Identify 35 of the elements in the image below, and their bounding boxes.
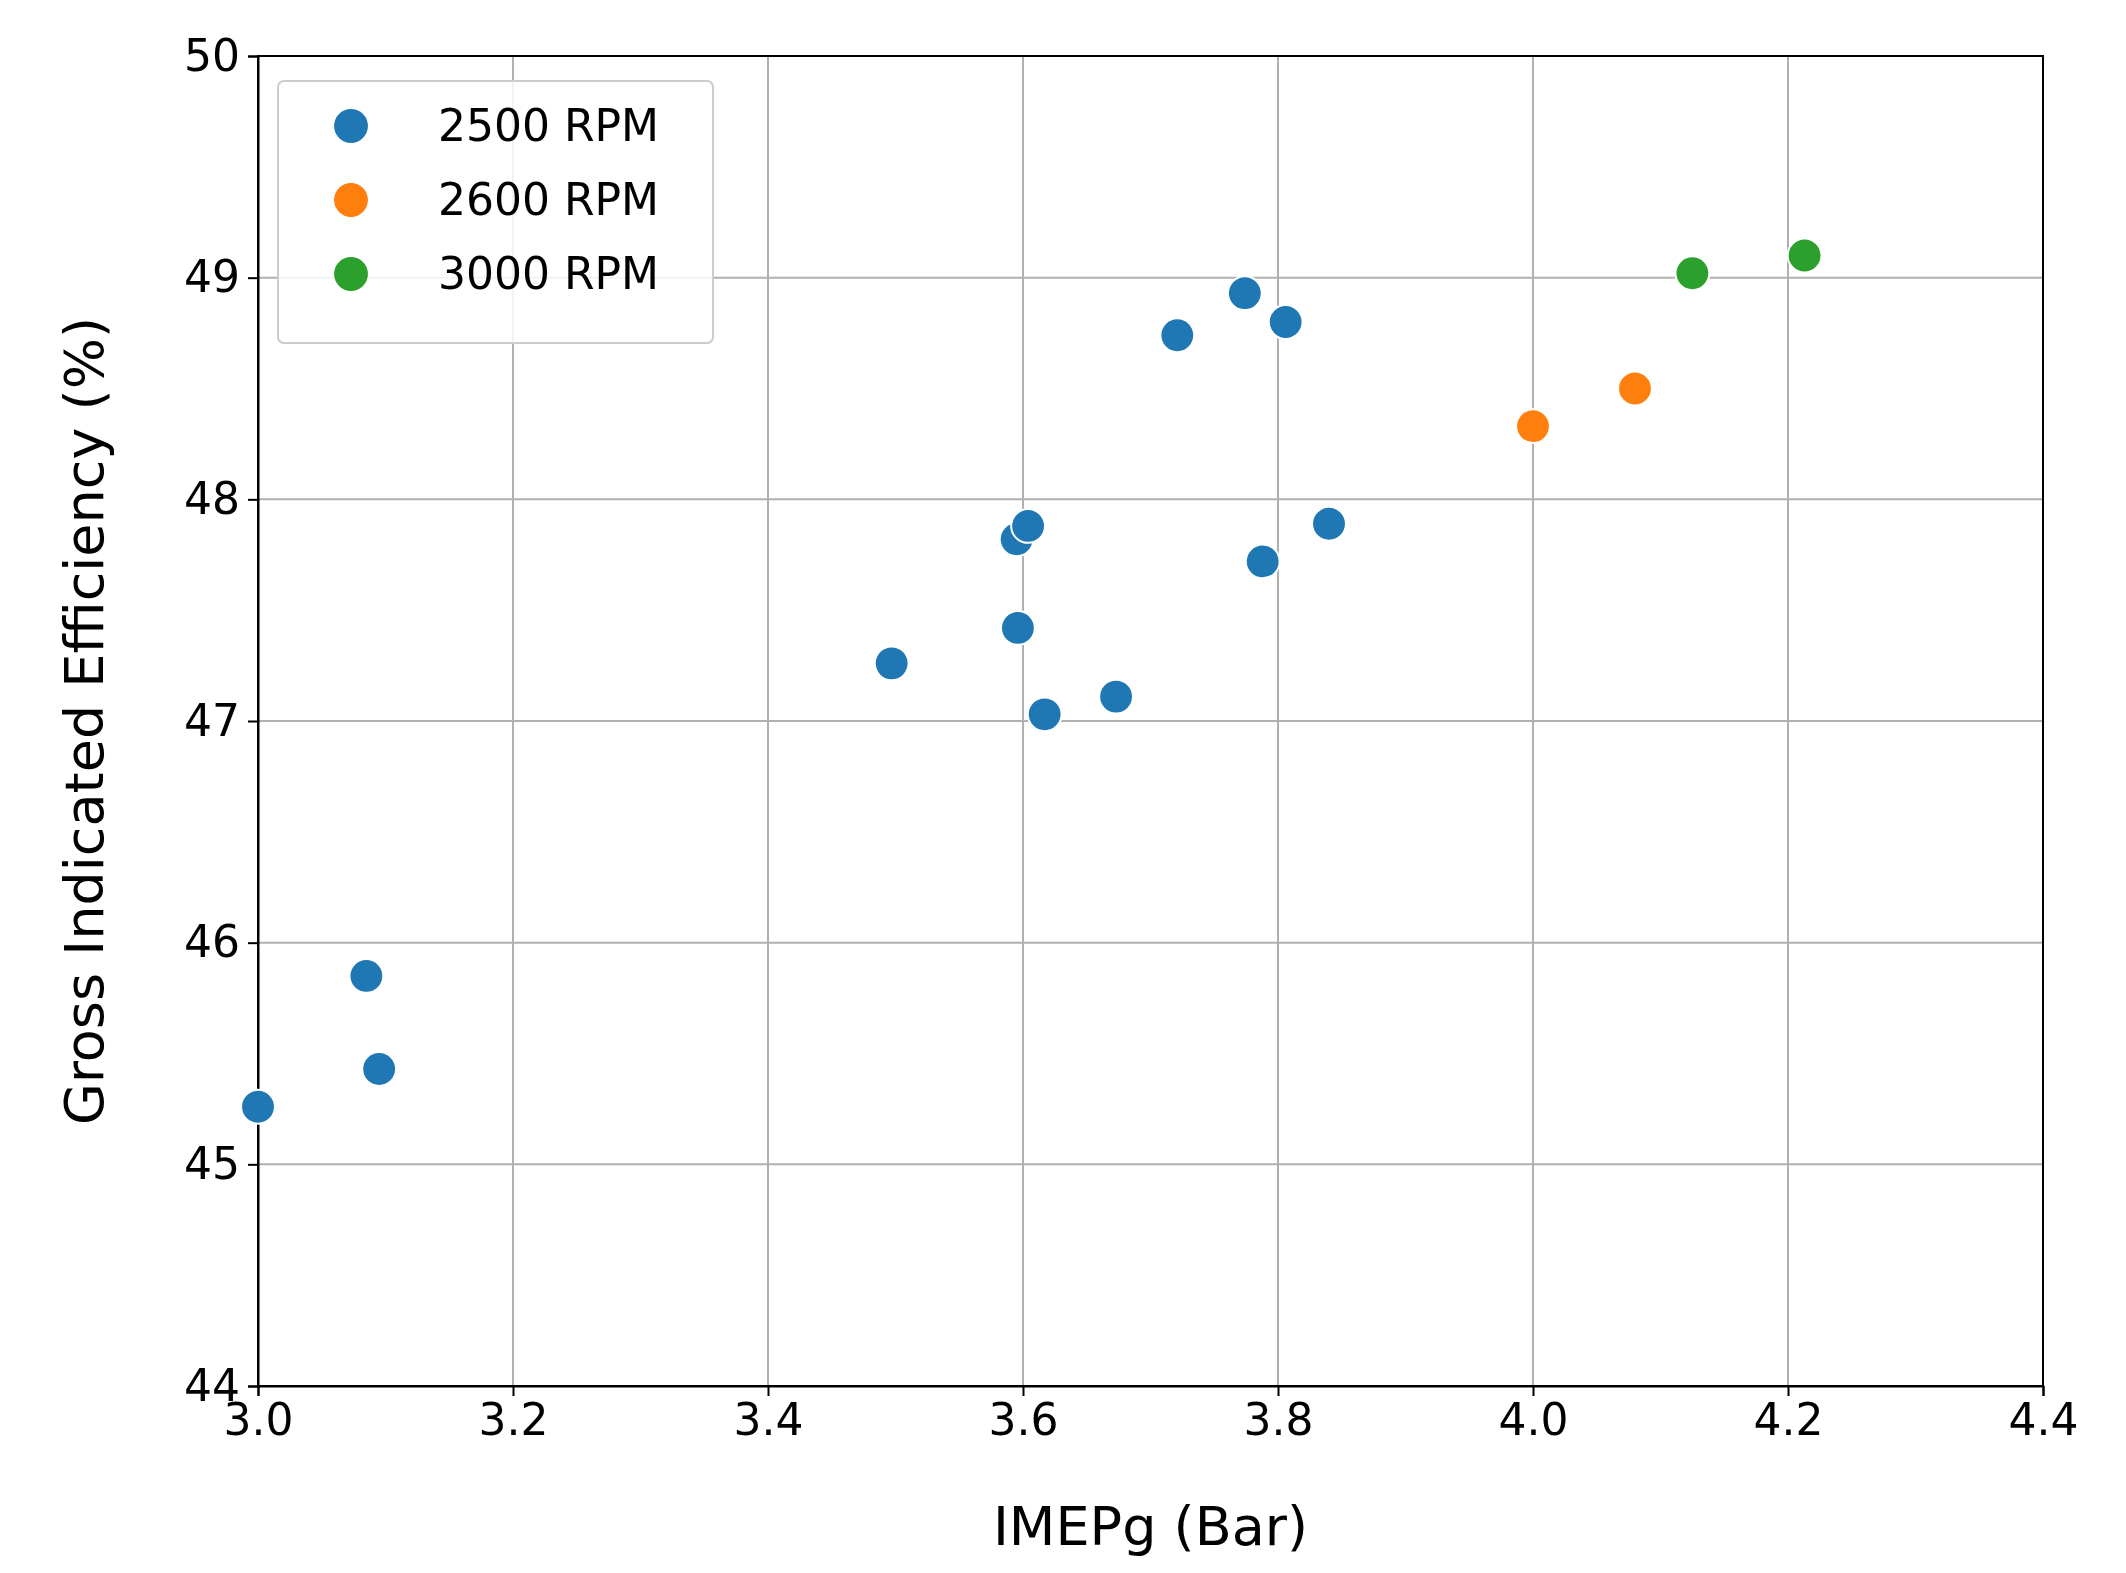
y-tick-label: 46 <box>184 916 240 968</box>
point <box>240 1088 276 1125</box>
y-tick-label: 49 <box>184 251 240 303</box>
point <box>873 645 910 682</box>
y-axis-title: Gross Indicated Efficiency (%) <box>53 316 116 1126</box>
point <box>1267 304 1304 340</box>
point <box>999 610 1036 646</box>
x-tick-label: 3.6 <box>988 1394 1059 1446</box>
point <box>1098 678 1134 715</box>
x-tick-label: 4.2 <box>1753 1394 1824 1446</box>
x-tick-label: 4.0 <box>1498 1394 1569 1446</box>
point <box>1311 505 1347 542</box>
point <box>1674 255 1711 292</box>
point <box>361 1051 398 1087</box>
x-tick-label: 4.4 <box>2008 1394 2079 1446</box>
point <box>348 958 385 994</box>
point <box>1515 408 1551 445</box>
point <box>1159 317 1196 354</box>
x-tick-label: 3.8 <box>1243 1394 1314 1446</box>
y-tick-label: 45 <box>184 1137 240 1189</box>
point <box>1617 370 1653 407</box>
legend-label: 2500 RPM <box>438 100 660 152</box>
point <box>1244 543 1281 580</box>
y-tick-label: 48 <box>184 472 240 524</box>
y-tick-label: 50 <box>184 29 240 81</box>
x-tick-label: 3.2 <box>478 1394 549 1446</box>
x-tick-label: 3.4 <box>733 1394 804 1446</box>
point <box>1226 275 1263 312</box>
point <box>1026 696 1063 733</box>
legend-label: 2600 RPM <box>438 174 660 226</box>
y-tick-label: 47 <box>184 694 240 746</box>
x-axis-title: IMEPg (Bar) <box>992 1495 1309 1558</box>
point <box>1010 508 1047 544</box>
legend-label: 3000 RPM <box>438 248 660 300</box>
point <box>1786 237 1823 274</box>
